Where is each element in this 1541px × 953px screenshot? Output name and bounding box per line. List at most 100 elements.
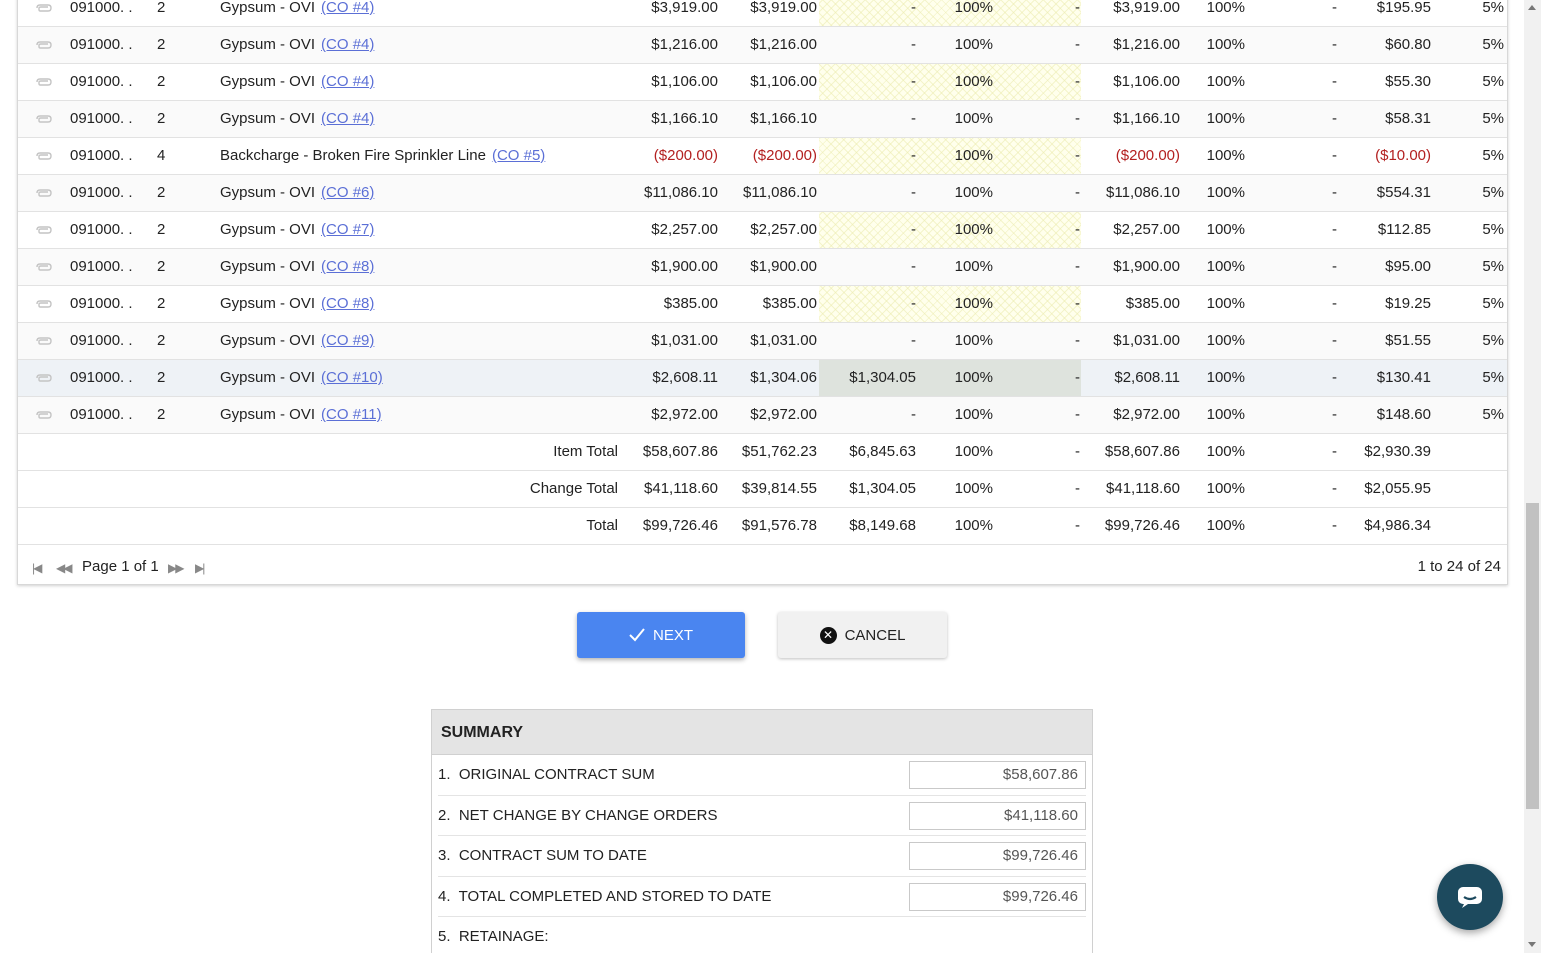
cell-stored[interactable]: - — [1075, 221, 1080, 238]
table-row[interactable]: 091000. . 2 Gypsum - OVI (CO #11) $2,972.00 $… — [18, 397, 1507, 434]
change-order-link[interactable]: (CO #11) — [321, 406, 382, 423]
cell-stored[interactable]: - — [1075, 406, 1080, 423]
cell-this-period[interactable]: - — [911, 36, 916, 53]
table-row[interactable]: 091000. . 4 Backcharge - Broken Fire Sprin… — [18, 138, 1507, 175]
change-order-link[interactable]: (CO #5) — [491, 147, 546, 164]
cell-retainage: $95.00 — [1385, 258, 1431, 275]
summary-value-field[interactable]: $41,118.60 — [909, 801, 1086, 830]
next-button[interactable]: NEXT — [577, 612, 745, 658]
table-row[interactable]: 091000. . 2 Gypsum - OVI (CO #4) $1,166.10 $1… — [18, 101, 1507, 138]
cell-this-period[interactable]: - — [911, 0, 916, 16]
cancel-button[interactable]: ✕ CANCEL — [778, 612, 947, 658]
description: Gypsum - OVI (CO #9) — [220, 323, 374, 359]
next-page-icon[interactable]: ▶▶ — [168, 561, 185, 575]
cell-stored[interactable]: - — [1075, 36, 1080, 53]
cell-retainage-percent: 5% — [1482, 369, 1504, 386]
paperclip-icon[interactable] — [34, 3, 52, 13]
change-order-link[interactable]: (CO #4) — [321, 36, 375, 53]
prev-page-icon[interactable]: ◀◀ — [56, 561, 73, 575]
cell-pct2: 100% — [1206, 110, 1245, 127]
change-order-link[interactable]: (CO #8) — [321, 258, 375, 275]
summary-row: 1. ORIGINAL CONTRACT SUM $58,607.86 — [438, 755, 1086, 796]
cell-stored[interactable]: - — [1075, 73, 1080, 90]
summary-value-field[interactable]: $58,607.86 — [909, 761, 1086, 789]
cell-stored[interactable]: - — [1075, 369, 1080, 386]
scroll-thumb[interactable] — [1526, 503, 1539, 809]
scroll-up-icon[interactable] — [1528, 5, 1536, 10]
change-order-link[interactable]: (CO #7) — [321, 221, 375, 238]
description: Gypsum - OVI (CO #8) — [220, 286, 374, 322]
table-row[interactable]: 091000. . 2 Gypsum - OVI (CO #8) $1,900.00 $1… — [18, 249, 1507, 286]
change-order-link[interactable]: (CO #4) — [321, 0, 375, 16]
cell-this-period[interactable]: - — [911, 258, 916, 275]
table-row[interactable]: 091000. . 2 Gypsum - OVI (CO #8) $385.00 $385… — [18, 286, 1507, 323]
cell-this-period[interactable]: - — [911, 110, 916, 127]
cell-scheduled: $2,972.00 — [651, 406, 718, 423]
paperclip-icon[interactable] — [34, 410, 52, 420]
cell-retainage: $554.31 — [1376, 184, 1431, 201]
change-order-link[interactable]: (CO #10) — [321, 369, 383, 386]
table-row[interactable]: 091000. . 2 Gypsum - OVI (CO #6) $11,086.10 $… — [18, 175, 1507, 212]
cell-pct2: 100% — [1206, 184, 1245, 201]
cell-this-period[interactable]: - — [911, 332, 916, 349]
cell-this-period[interactable]: - — [911, 147, 916, 164]
table-row[interactable]: 091000. . 2 Gypsum - OVI (CO #10) $2,608.11 $… — [18, 360, 1507, 397]
cell-stored[interactable]: - — [1075, 110, 1080, 127]
summary-label: 4. TOTAL COMPLETED AND STORED TO DATE — [438, 887, 772, 905]
change-order-link[interactable]: (CO #9) — [321, 332, 375, 349]
cell-pct1: 100% — [954, 110, 993, 127]
cell-stored[interactable]: - — [1075, 147, 1080, 164]
paperclip-icon[interactable] — [34, 373, 52, 383]
cell-pct1: 100% — [954, 184, 993, 201]
cell-stored[interactable]: - — [1075, 295, 1080, 312]
cell-this-period[interactable]: - — [911, 406, 916, 423]
chat-launcher-button[interactable] — [1437, 864, 1503, 930]
table-row[interactable]: 091000. . 2 Gypsum - OVI (CO #4) $3,919.00 $3… — [18, 0, 1507, 27]
description-text: Gypsum - OVI — [220, 36, 316, 53]
last-page-icon[interactable]: ▶| — [195, 561, 205, 575]
paperclip-icon[interactable] — [34, 40, 52, 50]
summary-value-field[interactable]: $99,726.46 — [909, 842, 1086, 870]
summary-value-field[interactable]: $99,726.46 — [909, 882, 1086, 911]
paperclip-icon[interactable] — [34, 299, 52, 309]
cell-retainage-percent: 5% — [1482, 184, 1504, 201]
first-page-icon[interactable]: |◀ — [32, 561, 42, 575]
cell-stored[interactable]: - — [1075, 184, 1080, 201]
totals-label: Change Total — [529, 480, 618, 497]
cell-retainage: $58.31 — [1385, 110, 1431, 127]
table-row[interactable]: 091000. . 2 Gypsum - OVI (CO #4) $1,106.00 $1… — [18, 64, 1507, 101]
change-order-link[interactable]: (CO #4) — [321, 73, 375, 90]
cell-this-period[interactable]: - — [911, 295, 916, 312]
paperclip-icon[interactable] — [34, 262, 52, 272]
paperclip-icon[interactable] — [34, 336, 52, 346]
cell-this-period[interactable]: - — [911, 184, 916, 201]
cell-stored[interactable]: - — [1075, 0, 1080, 16]
change-order-link[interactable]: (CO #6) — [321, 184, 375, 201]
paperclip-icon[interactable] — [34, 225, 52, 235]
line-type: 2 — [157, 332, 166, 349]
table-row[interactable]: 091000. . 2 Gypsum - OVI (CO #9) $1,031.00 $1… — [18, 323, 1507, 360]
paperclip-icon[interactable] — [34, 151, 52, 161]
total-pct1: 100% — [954, 480, 993, 497]
paperclip-icon[interactable] — [34, 188, 52, 198]
cell-balance: - — [1332, 147, 1337, 164]
cell-retainage-percent: 5% — [1482, 110, 1504, 127]
table-row[interactable]: 091000. . 2 Gypsum - OVI (CO #7) $2,257.00 $2… — [18, 212, 1507, 249]
cell-previous: $2,257.00 — [750, 221, 817, 238]
description: Gypsum - OVI (CO #4) — [220, 27, 374, 63]
cell-this-period[interactable]: $1,304.05 — [849, 369, 916, 386]
cell-stored[interactable]: - — [1075, 332, 1080, 349]
cell-this-period[interactable]: - — [911, 221, 916, 238]
change-order-link[interactable]: (CO #4) — [321, 110, 375, 127]
cell-pct2: 100% — [1206, 258, 1245, 275]
cell-this-period[interactable]: - — [911, 73, 916, 90]
paperclip-icon[interactable] — [34, 77, 52, 87]
scroll-down-icon[interactable] — [1528, 942, 1536, 947]
change-order-link[interactable]: (CO #8) — [321, 295, 375, 312]
cell-retainage: $112.85 — [1377, 221, 1431, 238]
cell-stored[interactable]: - — [1075, 258, 1080, 275]
page-scrollbar[interactable] — [1524, 0, 1541, 953]
paperclip-icon[interactable] — [34, 114, 52, 124]
pager: |◀ ◀◀ Page 1 of 1 ▶▶ ▶| 1 to 24 of 24 — [18, 544, 1507, 592]
table-row[interactable]: 091000. . 2 Gypsum - OVI (CO #4) $1,216.00 $1… — [18, 27, 1507, 64]
